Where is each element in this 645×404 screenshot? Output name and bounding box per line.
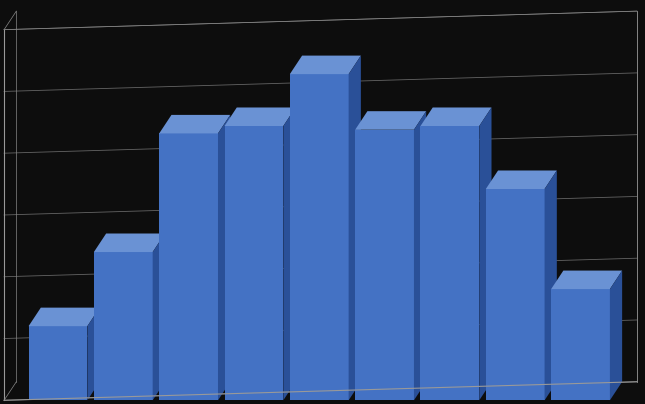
Polygon shape xyxy=(87,307,99,400)
Polygon shape xyxy=(153,234,165,400)
Polygon shape xyxy=(355,130,414,400)
Polygon shape xyxy=(544,170,557,400)
Polygon shape xyxy=(610,271,622,400)
Polygon shape xyxy=(159,115,230,133)
Polygon shape xyxy=(551,271,622,289)
Polygon shape xyxy=(218,115,230,400)
Polygon shape xyxy=(486,189,544,400)
Polygon shape xyxy=(224,107,295,126)
Polygon shape xyxy=(421,107,491,126)
Polygon shape xyxy=(290,74,349,400)
Polygon shape xyxy=(551,289,610,400)
Polygon shape xyxy=(283,107,295,400)
Polygon shape xyxy=(290,56,361,74)
Polygon shape xyxy=(479,107,491,400)
Polygon shape xyxy=(28,326,87,400)
Polygon shape xyxy=(224,126,283,400)
Polygon shape xyxy=(414,111,426,400)
Polygon shape xyxy=(94,234,165,252)
Polygon shape xyxy=(421,126,479,400)
Polygon shape xyxy=(94,252,153,400)
Polygon shape xyxy=(28,307,99,326)
Polygon shape xyxy=(486,170,557,189)
Polygon shape xyxy=(159,133,218,400)
Polygon shape xyxy=(349,56,361,400)
Polygon shape xyxy=(355,111,426,130)
